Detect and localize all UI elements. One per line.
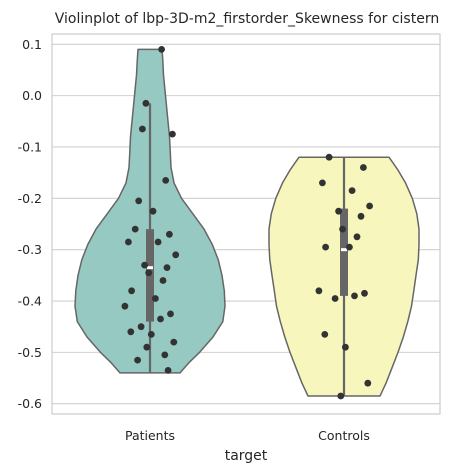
strip-point xyxy=(164,367,172,374)
strip-point xyxy=(166,230,173,238)
strip-point xyxy=(322,243,329,251)
strip-point xyxy=(353,233,361,241)
violins xyxy=(74,48,420,397)
strip-point xyxy=(158,46,166,53)
strip-point xyxy=(159,277,167,284)
strip-point xyxy=(348,187,356,195)
y-tick-label: -0.4 xyxy=(18,294,42,309)
strip-point xyxy=(147,331,155,338)
strip-point xyxy=(134,356,142,364)
strip-point xyxy=(360,164,367,171)
strip-point xyxy=(361,289,368,297)
strip-point xyxy=(331,295,339,302)
strip-point xyxy=(152,295,159,302)
strip-point xyxy=(364,379,372,387)
y-tick-label: 0.0 xyxy=(22,88,42,103)
y-tick-label: -0.6 xyxy=(18,396,42,411)
plot-frame xyxy=(51,33,441,415)
y-tick-label: -0.5 xyxy=(18,345,42,360)
strip-point xyxy=(335,207,342,215)
strip-point xyxy=(142,99,150,107)
chart-title: Violinplot of lbp-3D-m2_firstorder_Skewn… xyxy=(55,11,439,27)
strip-point xyxy=(169,130,176,138)
strip-points xyxy=(121,46,373,400)
strip-point xyxy=(315,287,323,295)
strip-point xyxy=(339,225,346,233)
y-tick-label: -0.2 xyxy=(18,191,42,206)
strip-point xyxy=(137,323,145,331)
strip-point xyxy=(161,351,169,359)
strip-point xyxy=(124,238,132,246)
strip-point xyxy=(366,202,373,210)
x-axis-title: target xyxy=(225,448,268,464)
violin-median-marker xyxy=(147,266,153,270)
x-tick-labels: Patients Controls xyxy=(125,428,370,443)
y-tick-label: -0.1 xyxy=(18,139,42,154)
x-tick-label: Patients xyxy=(125,428,175,443)
y-tick-label: 0.1 xyxy=(22,37,42,52)
strip-point xyxy=(163,264,171,271)
violin-iqr-box xyxy=(340,208,348,296)
strip-point xyxy=(337,392,345,400)
strip-point xyxy=(172,251,180,259)
x-tick-label: Controls xyxy=(318,428,370,443)
violin-median-marker xyxy=(341,248,347,252)
strip-point xyxy=(321,331,329,338)
y-tick-labels: 0.1 0.0 -0.1 -0.2 -0.3 -0.4 -0.5 -0.6 xyxy=(18,37,42,411)
strip-point xyxy=(139,125,146,133)
strip-point xyxy=(351,292,358,300)
strip-point xyxy=(141,261,149,269)
strip-point xyxy=(325,153,333,161)
strip-point xyxy=(342,343,349,351)
strip-point xyxy=(167,310,174,318)
strip-point xyxy=(319,179,326,187)
strip-point xyxy=(127,328,135,336)
strip-point xyxy=(154,238,162,246)
strip-point xyxy=(143,343,151,351)
strip-point xyxy=(131,225,139,233)
strip-point xyxy=(357,212,365,220)
strip-point xyxy=(346,243,353,251)
strip-point xyxy=(170,338,178,346)
strip-point xyxy=(149,207,157,215)
strip-point xyxy=(162,177,170,184)
strip-point xyxy=(145,269,153,277)
strip-point xyxy=(121,302,129,310)
strip-point xyxy=(128,287,136,295)
y-tick-label: -0.3 xyxy=(18,242,42,257)
strip-point xyxy=(157,315,164,323)
strip-point xyxy=(135,197,143,205)
